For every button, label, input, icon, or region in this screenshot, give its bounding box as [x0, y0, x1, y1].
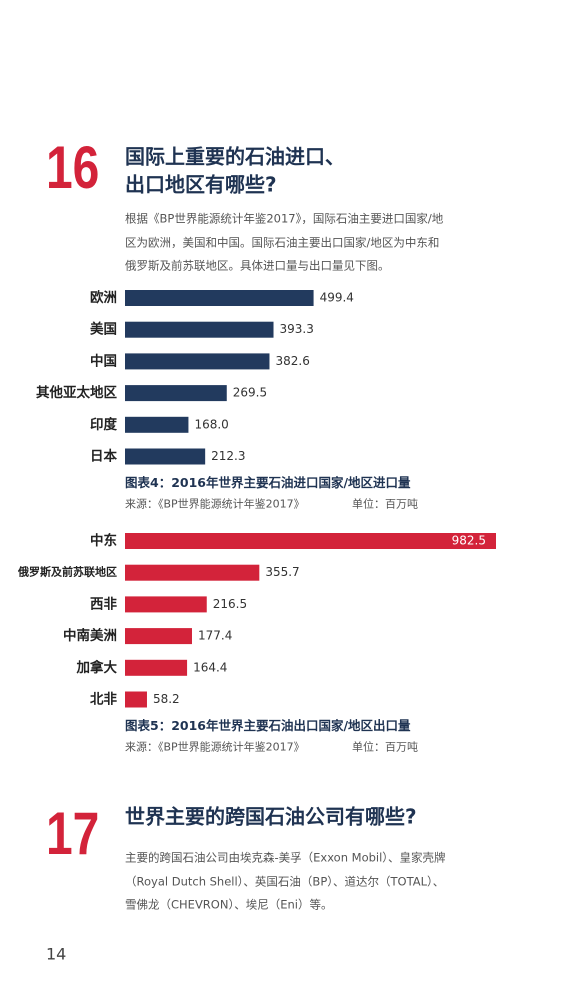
value-label: 216.5 — [213, 597, 247, 611]
category-label: 欧洲 — [90, 289, 117, 306]
bar — [125, 353, 270, 370]
section-title: 出口地区有哪些? — [125, 173, 277, 197]
value-label: 168.0 — [194, 417, 228, 431]
chart-source: 来源：《BP世界能源统计年鉴2017》 — [125, 497, 305, 511]
value-label: 982.5 — [452, 534, 486, 548]
paragraph-line: 区为欧洲，美国和中国。国际石油主要出口国家/地区为中东和 — [125, 236, 439, 250]
category-label: 中南美洲 — [63, 627, 117, 644]
section-number: 16 — [46, 134, 99, 201]
chart-unit: 单位：百万吨 — [352, 740, 418, 754]
bar — [125, 385, 227, 402]
paragraph-line: 俄罗斯及前苏联地区。具体进口量与出口量见下图。 — [125, 259, 390, 273]
section-title: 国际上重要的石油进口、 — [125, 145, 345, 169]
value-label: 269.5 — [233, 386, 267, 400]
paragraph-line: 根据《BP世界能源统计年鉴2017》，国际石油主要进口国家/地 — [125, 212, 444, 226]
bar — [125, 628, 192, 645]
value-label: 58.2 — [153, 692, 180, 706]
category-label: 西非 — [90, 595, 117, 612]
bar — [125, 416, 189, 433]
category-label: 其他亚太地区 — [36, 384, 117, 401]
value-label: 393.3 — [280, 322, 314, 336]
paragraph-line: 主要的跨国石油公司由埃克森-美孚（Exxon Mobil）、皇家壳牌 — [125, 851, 446, 865]
category-label: 印度 — [90, 416, 117, 433]
value-label: 164.4 — [193, 660, 227, 674]
bar — [125, 691, 147, 708]
category-label: 中东 — [90, 532, 117, 549]
chart-title: 图表5：2016年世界主要石油出口国家/地区出口量 — [125, 718, 411, 733]
page-number: 14 — [46, 945, 66, 964]
chart-title: 图表4：2016年世界主要石油进口国家/地区进口量 — [125, 475, 411, 490]
value-label: 355.7 — [265, 565, 299, 579]
value-label: 177.4 — [198, 629, 232, 643]
bar — [125, 533, 496, 549]
bar — [125, 564, 260, 581]
bar — [125, 659, 188, 676]
category-label: 美国 — [90, 321, 117, 338]
category-label: 北非 — [90, 691, 117, 708]
chart-unit: 单位：百万吨 — [352, 497, 418, 511]
value-label: 499.4 — [320, 291, 354, 305]
bar — [125, 596, 207, 613]
bar — [125, 448, 206, 465]
bar — [125, 321, 274, 338]
category-label: 日本 — [90, 448, 117, 465]
section-title: 世界主要的跨国石油公司有哪些? — [125, 805, 417, 829]
category-label: 俄罗斯及前苏联地区 — [17, 565, 117, 579]
paragraph-line: （Royal Dutch Shell）、英国石油（BP）、道达尔（TOTAL）、 — [125, 875, 444, 889]
value-label: 382.6 — [275, 354, 309, 368]
chart-source: 来源：《BP世界能源统计年鉴2017》 — [125, 740, 305, 754]
value-label: 212.3 — [211, 449, 245, 463]
bar — [125, 290, 314, 306]
category-label: 中国 — [90, 352, 117, 369]
paragraph-line: 雪佛龙（CHEVRON）、埃尼（Eni）等。 — [125, 898, 332, 912]
category-label: 加拿大 — [76, 659, 118, 676]
section-number: 17 — [46, 800, 99, 867]
